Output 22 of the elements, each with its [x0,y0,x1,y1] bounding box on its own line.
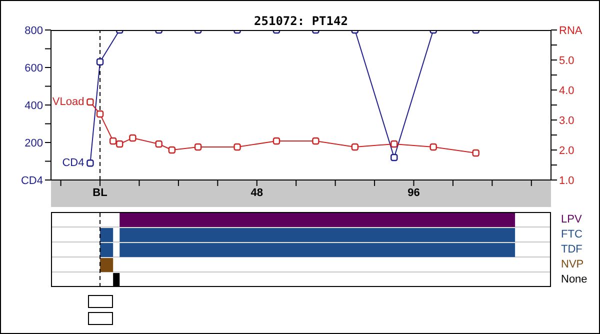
y2-tick-label: RNA [559,24,583,37]
y2-tick-label: 2.0 [559,144,574,157]
y-tick-label: 800 [24,24,43,37]
y2-tick-label: 4.0 [559,84,574,97]
y-tick-label: NVP [561,258,584,270]
y-tick-label: 200 [24,137,43,150]
y-tick-label: TDF [561,243,583,256]
series-label: VLoad [52,96,84,108]
chart-title: 251072: PT142 [254,14,348,28]
y-tick-label: LPV [561,213,582,226]
y-tick-label: CD4 [20,174,43,187]
series-label: CD4 [62,157,84,170]
y-tick-label: None [561,273,588,286]
y-tick-label: FTC [561,228,582,240]
y-tick-label: 400 [24,100,43,112]
x-tick-label: BL [92,186,108,199]
y2-tick-label: 1.0 [559,174,574,187]
y-tick-label: 600 [24,62,43,74]
y2-tick-label: 3.0 [559,114,574,127]
x-tick-label: 48 [250,186,264,199]
y2-tick-label: 5.0 [559,54,574,67]
x-tick-label: 96 [408,186,420,199]
